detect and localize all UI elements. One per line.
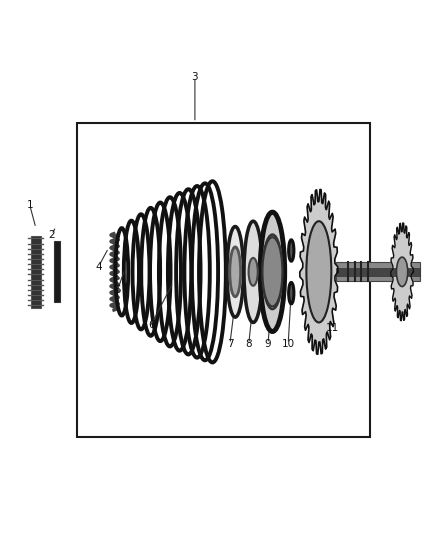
Ellipse shape: [249, 258, 258, 286]
Text: 8: 8: [245, 339, 252, 349]
Ellipse shape: [396, 257, 408, 287]
Ellipse shape: [289, 240, 294, 261]
Text: 2: 2: [48, 230, 55, 239]
Bar: [54, 241, 60, 303]
Ellipse shape: [289, 282, 294, 304]
Ellipse shape: [244, 221, 262, 322]
Ellipse shape: [230, 247, 240, 297]
Text: 1: 1: [26, 200, 33, 210]
Bar: [31, 236, 41, 308]
Polygon shape: [300, 189, 338, 354]
Text: 5: 5: [114, 286, 121, 295]
Text: 10: 10: [282, 339, 295, 349]
Ellipse shape: [227, 227, 244, 317]
Bar: [77, 123, 370, 437]
Bar: [336, 262, 420, 281]
Ellipse shape: [260, 212, 285, 332]
Bar: [336, 268, 420, 276]
Text: 4: 4: [95, 262, 102, 271]
Polygon shape: [391, 223, 413, 321]
Text: 7: 7: [226, 339, 233, 349]
Text: 3: 3: [191, 72, 198, 82]
Text: 6: 6: [148, 320, 155, 330]
Ellipse shape: [306, 221, 331, 322]
Text: 11: 11: [325, 323, 339, 333]
Ellipse shape: [263, 235, 282, 309]
Text: 9: 9: [265, 339, 272, 349]
Ellipse shape: [262, 237, 283, 306]
